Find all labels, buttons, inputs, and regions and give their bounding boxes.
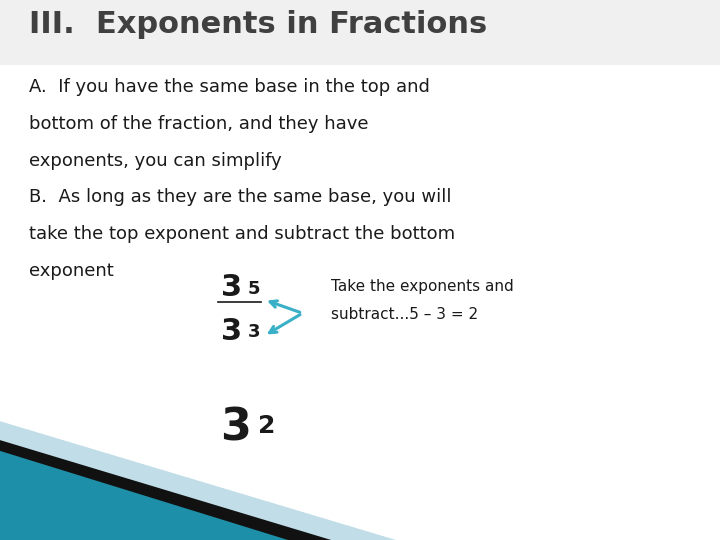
Text: $\mathbf{3}$: $\mathbf{3}$ [220,405,249,448]
Text: $\mathbf{2}$: $\mathbf{2}$ [257,415,274,438]
Text: Take the exponents and: Take the exponents and [331,279,514,294]
Text: take the top exponent and subtract the bottom: take the top exponent and subtract the b… [29,225,455,243]
Text: $\mathbf{3}$: $\mathbf{3}$ [247,323,260,341]
FancyBboxPatch shape [0,0,720,65]
Text: exponents, you can simplify: exponents, you can simplify [29,152,282,170]
Text: III.  Exponents in Fractions: III. Exponents in Fractions [29,10,487,39]
Text: A.  If you have the same base in the top and: A. If you have the same base in the top … [29,78,430,96]
Text: subtract...5 – 3 = 2: subtract...5 – 3 = 2 [331,307,478,322]
Text: exponent: exponent [29,262,114,280]
Text: bottom of the fraction, and they have: bottom of the fraction, and they have [29,115,369,133]
Text: $\mathbf{5}$: $\mathbf{5}$ [247,280,260,298]
Polygon shape [0,440,331,540]
Text: $\mathbf{3}$: $\mathbf{3}$ [220,316,240,346]
Polygon shape [0,421,396,540]
Polygon shape [0,451,288,540]
Text: $\mathbf{3}$: $\mathbf{3}$ [220,273,240,302]
Text: B.  As long as they are the same base, you will: B. As long as they are the same base, yo… [29,188,451,206]
